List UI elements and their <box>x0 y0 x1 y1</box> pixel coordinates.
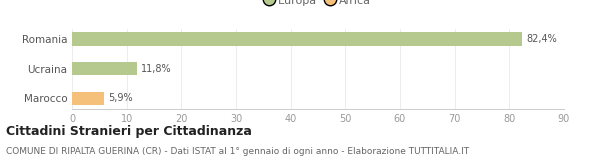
Text: 5,9%: 5,9% <box>109 93 133 104</box>
Text: COMUNE DI RIPALTA GUERINA (CR) - Dati ISTAT al 1° gennaio di ogni anno - Elabora: COMUNE DI RIPALTA GUERINA (CR) - Dati IS… <box>6 147 469 156</box>
Text: 11,8%: 11,8% <box>141 64 172 74</box>
Text: 82,4%: 82,4% <box>527 34 557 44</box>
Bar <box>72 62 137 76</box>
Bar <box>72 92 104 105</box>
Bar <box>72 32 523 46</box>
Text: Cittadini Stranieri per Cittadinanza: Cittadini Stranieri per Cittadinanza <box>6 125 252 138</box>
Legend: Europa, Africa: Europa, Africa <box>260 0 376 10</box>
